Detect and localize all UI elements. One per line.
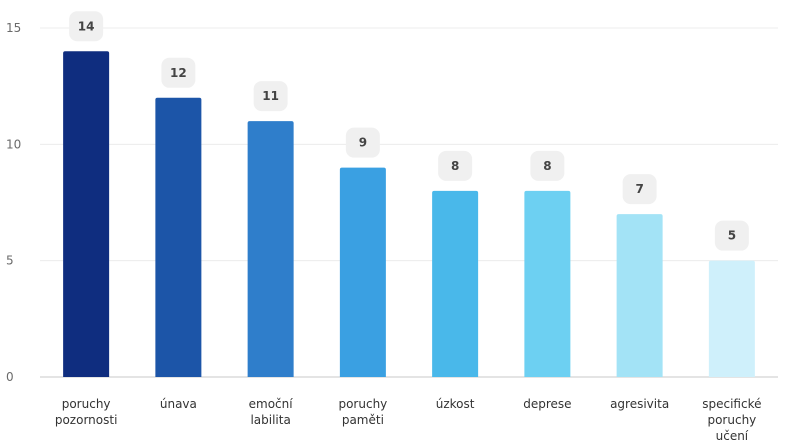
x-tick-label: emoční [249, 397, 294, 411]
data-label-badge-4 [438, 150, 473, 181]
x-tick-label: paměti [342, 413, 384, 427]
y-tick-label: 0 [6, 370, 14, 384]
bar-7 [708, 260, 755, 377]
x-tick-label: učení [716, 429, 749, 443]
x-tick-label: pozornosti [55, 413, 118, 427]
bar-2 [247, 121, 294, 377]
y-tick-label: 15 [6, 21, 21, 35]
data-label-badge-6 [622, 174, 657, 205]
x-tick-label: deprese [523, 397, 571, 411]
x-tick-label: agresivita [610, 397, 669, 411]
grid-lines [40, 27, 778, 378]
bar-3 [339, 167, 386, 377]
x-tick-label: poruchy [338, 397, 387, 411]
bar-4 [432, 190, 479, 377]
x-tick-label: únava [160, 397, 197, 411]
data-labels: 14 12 11 9 8 8 7 5 [69, 11, 749, 251]
data-label-1: 12 [170, 66, 187, 80]
data-label-badge-2 [253, 81, 288, 112]
bars [63, 51, 755, 378]
x-tick-label: poruchy [62, 397, 111, 411]
data-label-2: 11 [262, 89, 279, 103]
data-label-7: 5 [728, 229, 736, 243]
bar-0 [63, 51, 110, 378]
data-label-0: 14 [78, 19, 95, 33]
bar-5 [524, 190, 571, 377]
data-label-badge-1 [161, 57, 196, 88]
y-tick-label: 10 [6, 137, 21, 151]
data-label-4: 8 [451, 159, 459, 173]
data-label-badge-5 [530, 150, 565, 181]
data-label-badge-3 [345, 127, 380, 158]
y-tick-label: 5 [6, 254, 14, 268]
x-tick-label: úzkost [436, 397, 475, 411]
x-tick-label: poruchy [707, 413, 756, 427]
data-label-5: 8 [543, 159, 551, 173]
x-tick-label: labilita [250, 413, 290, 427]
y-axis: 0 5 10 15 [6, 21, 21, 384]
data-label-6: 7 [635, 182, 643, 196]
data-label-badge-7 [714, 220, 749, 251]
data-label-badge-0 [69, 11, 104, 42]
data-label-3: 9 [359, 136, 367, 150]
x-tick-label: specifické [702, 397, 761, 411]
bar-6 [616, 214, 663, 377]
x-axis: poruchy pozornosti únava emoční labilita poru… [55, 397, 762, 443]
bar-1 [155, 97, 202, 378]
